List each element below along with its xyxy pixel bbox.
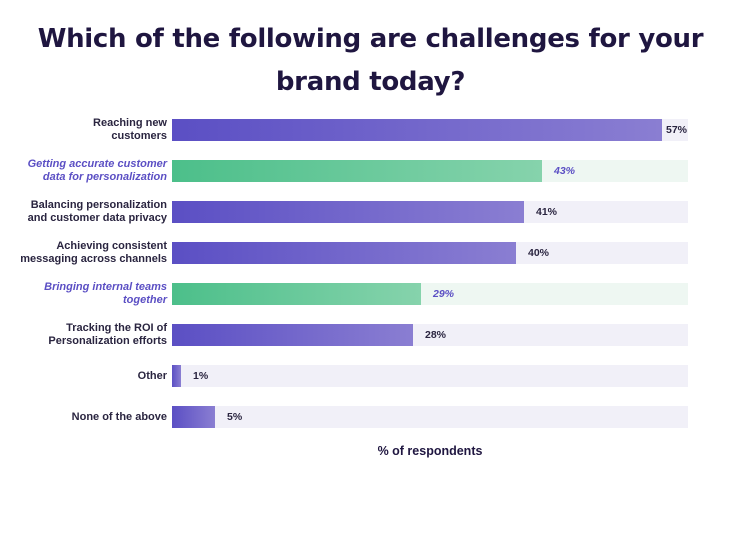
category-label-line: data for personalization — [42, 171, 167, 183]
category-label-line: Tracking the ROI of — [66, 322, 167, 334]
category-label: Balancing personalization and customer da… — [0, 199, 167, 225]
category-label-line: Bringing internal teams — [44, 281, 167, 293]
bar-track: 57% — [172, 119, 688, 141]
bar — [172, 242, 516, 264]
value-label: 5% — [227, 411, 243, 423]
category-label: Achieving consistent messaging across cha… — [0, 240, 167, 266]
bar — [172, 160, 542, 182]
value-label: 43% — [554, 165, 576, 177]
x-axis-label: % of respondents — [377, 444, 483, 458]
category-label-line: Achieving consistent — [56, 240, 167, 252]
category-label: Other — [0, 370, 167, 383]
value-label: 57% — [666, 124, 688, 136]
category-label-line: and customer data privacy — [27, 212, 167, 224]
bar-track: 43% — [172, 160, 688, 182]
bar — [172, 119, 662, 141]
category-label-line: Balancing personalization — [30, 199, 167, 211]
category-label-line: Personalization efforts — [48, 335, 167, 347]
bar — [172, 365, 181, 387]
bar — [172, 324, 413, 346]
value-label: 29% — [433, 288, 455, 300]
category-label-line: customers — [111, 130, 167, 142]
category-label-line: messaging across channels — [20, 253, 167, 265]
chart-title: Which of the following are challenges fo… — [0, 18, 741, 104]
category-label: Tracking the ROI of Personalization effor… — [0, 322, 167, 348]
category-label-line: None of the above — [71, 410, 167, 423]
category-label: Reaching new customers — [0, 117, 167, 143]
category-label: None of the above — [0, 411, 167, 424]
category-label-line: together — [123, 294, 167, 306]
chart-title-line-1: Which of the following are challenges fo… — [37, 24, 704, 54]
category-label-line: Getting accurate customer — [27, 158, 167, 170]
value-label: 40% — [528, 247, 550, 259]
category-label-line: Other — [137, 369, 167, 382]
category-label: Bringing internal teams together — [0, 281, 167, 307]
bar — [172, 283, 421, 305]
category-label-line: Reaching new — [93, 117, 167, 129]
bar-track: 28% — [172, 324, 688, 346]
bar — [172, 201, 524, 223]
value-label: 41% — [536, 206, 558, 218]
bar-track: 29% — [172, 283, 688, 305]
bar-track: 1% — [172, 365, 688, 387]
bar-track: 41% — [172, 201, 688, 223]
value-label: 28% — [425, 329, 447, 341]
bar-track: 40% — [172, 242, 688, 264]
value-label: 1% — [193, 370, 209, 382]
bar-track: 5% — [172, 406, 688, 428]
category-label: Getting accurate customer data for person… — [0, 158, 167, 184]
chart-title-line-2: brand today? — [275, 67, 466, 97]
bar — [172, 406, 215, 428]
